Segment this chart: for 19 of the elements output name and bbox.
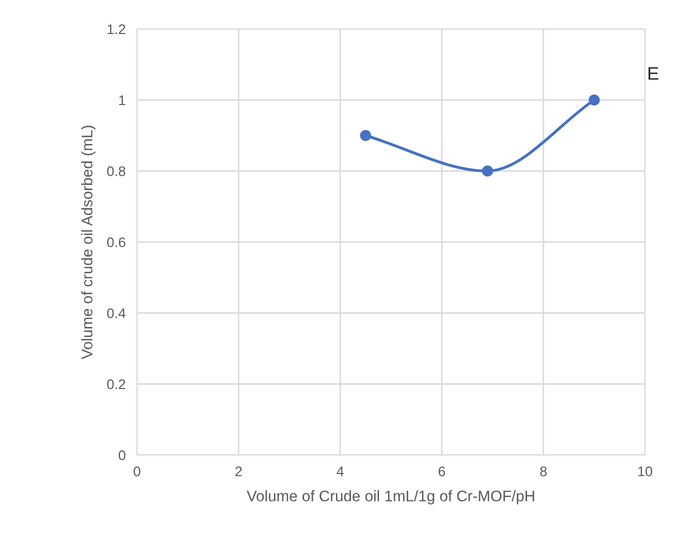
x-tick-label: 4 [336, 466, 344, 476]
point [482, 165, 494, 177]
x-tick-label: 0 [134, 466, 140, 476]
text: E [648, 67, 658, 80]
y-tick-label: 1.2 [108, 24, 126, 34]
y-tick-label: 0.2 [107, 379, 126, 390]
x-tick-label: 10 [638, 466, 652, 476]
point [360, 130, 372, 142]
y-tick-label: 0.6 [107, 237, 126, 248]
point [588, 94, 600, 106]
x-tick-label: 8 [540, 466, 547, 476]
y-axis-title: Volume of crude oil Adsorbed (mL) [81, 126, 96, 360]
y-tick-label: 0 [118, 450, 126, 460]
x-tick-label: 2 [235, 466, 242, 476]
y-tick-label: 1 [119, 95, 126, 106]
y-tick-label: 0.8 [107, 166, 126, 176]
x-axis-title: Volume of Crude oil 1mL/1g of Cr-MOF/pH [246, 490, 534, 504]
y-tick-label: 0.4 [107, 308, 126, 318]
x-tick-label: 6 [438, 466, 446, 476]
